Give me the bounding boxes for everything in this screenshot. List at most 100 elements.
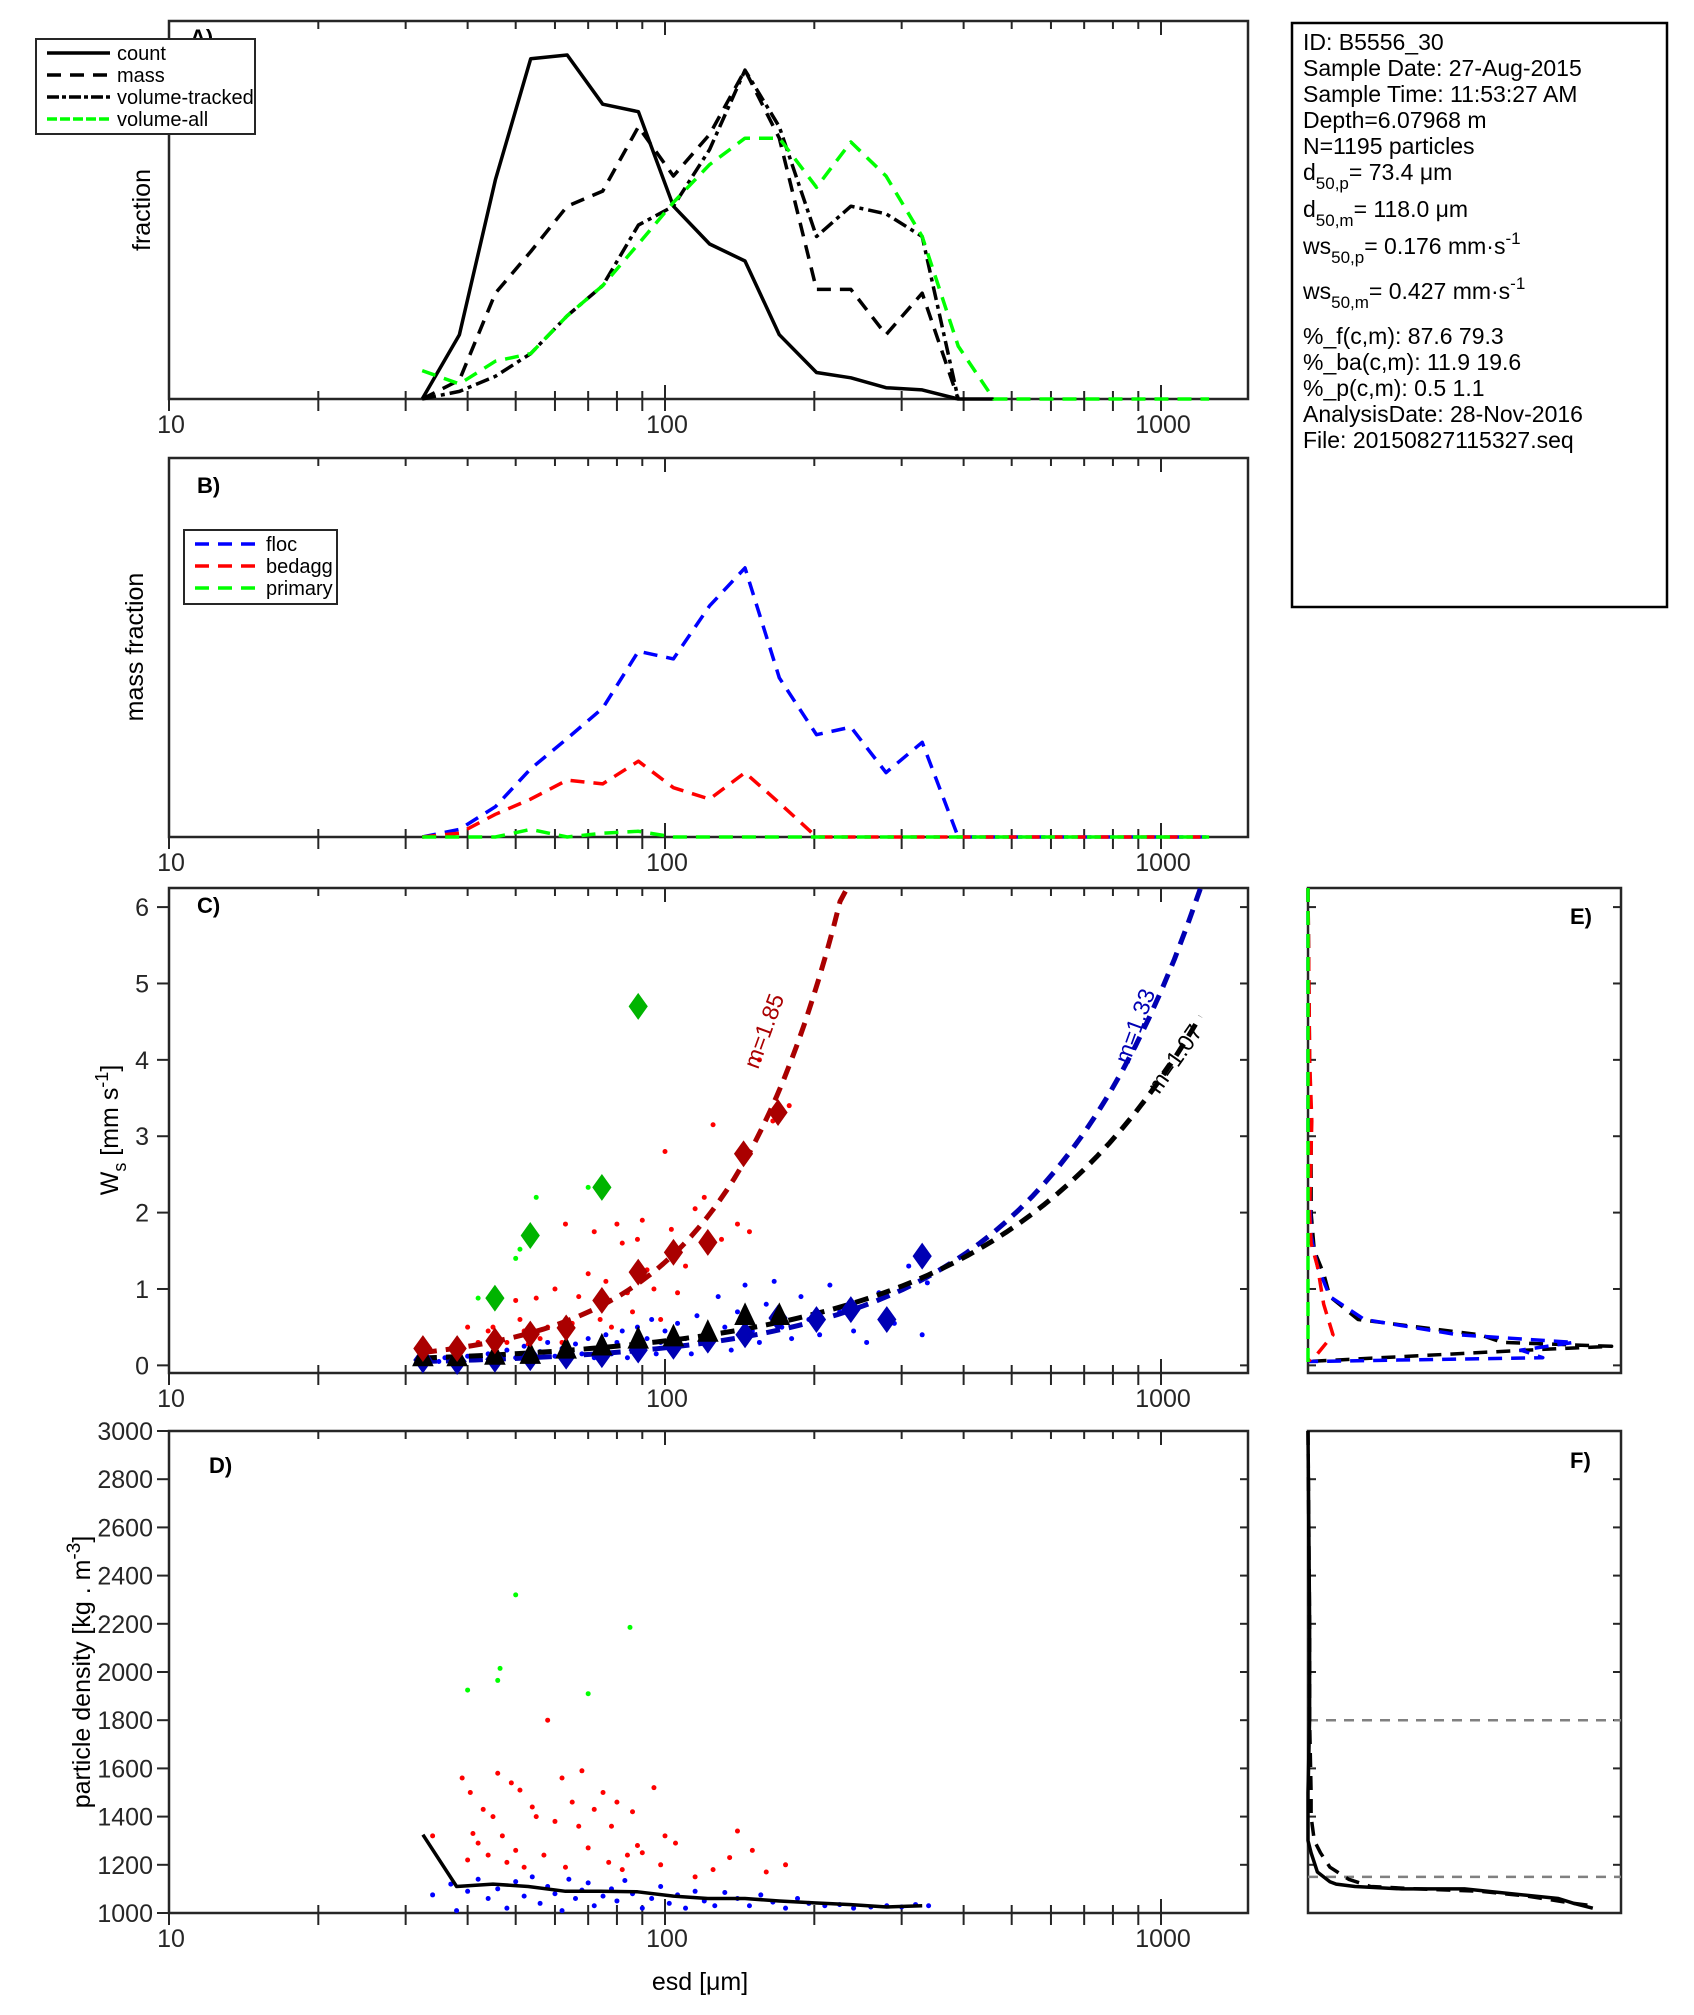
data-point-floc: [906, 1263, 912, 1269]
data-point-floc: [513, 1879, 519, 1885]
data-point-bedagg: [529, 1804, 535, 1810]
data-point-floc: [454, 1908, 460, 1914]
data-point-floc: [504, 1905, 510, 1911]
data-point-floc: [603, 1332, 609, 1338]
x-tick-label: 100: [646, 411, 688, 439]
data-point-floc: [572, 1896, 578, 1902]
data-point-bedagg: [619, 1240, 625, 1246]
series-line-all: [1306, 887, 1614, 1364]
data-point-floc: [742, 1282, 748, 1288]
y-tick-label: 1200: [97, 1852, 153, 1880]
panel-a: 10 100 1000fractionA)countmassvolume-track…: [35, 19, 1250, 439]
data-point-bedagg: [675, 1290, 681, 1296]
x-tick-label: 100: [646, 849, 688, 877]
data-point-floc: [485, 1896, 491, 1902]
mean-marker-all: [697, 1319, 719, 1342]
data-point-bedagg: [658, 1317, 664, 1323]
panel-label: F): [1570, 1448, 1591, 1473]
data-point-bedagg: [608, 1823, 614, 1829]
data-point-bedagg: [662, 1833, 668, 1839]
data-point-floc: [658, 1883, 664, 1889]
data-point-floc: [537, 1900, 543, 1906]
data-point-bedagg: [552, 1818, 558, 1824]
data-point-floc: [495, 1886, 501, 1892]
legend-label-count: count: [117, 43, 166, 65]
data-point-bedagg: [683, 1263, 689, 1269]
data-point-bedagg: [517, 1317, 523, 1323]
data-point-bedagg: [734, 1221, 740, 1227]
data-point-bedagg: [465, 1857, 471, 1863]
legend-label-floc: floc: [266, 534, 297, 556]
info-line: ws50,m= 0.427 mm·s-1: [1302, 274, 1525, 312]
data-point-bedagg: [562, 1221, 568, 1227]
data-point-bedagg: [470, 1830, 476, 1836]
data-point-bedagg: [537, 1336, 543, 1342]
y-tick-label: 4: [135, 1047, 149, 1075]
info-line: %_ba(c,m): 11.9 19.6: [1303, 349, 1521, 375]
x-tick-label: 10: [157, 849, 185, 877]
data-point-floc: [448, 1881, 454, 1887]
data-point-primary: [475, 1295, 481, 1301]
data-point-bedagg: [480, 1806, 486, 1812]
info-line: ID: B5556_30: [1303, 29, 1444, 55]
data-point-bedagg: [639, 1217, 645, 1223]
x-tick-label: 1000: [1135, 411, 1191, 439]
data-point-bedagg: [541, 1852, 547, 1858]
data-point-bedagg: [545, 1717, 551, 1723]
data-point-bedagg: [485, 1852, 491, 1858]
data-point-floc: [572, 1341, 578, 1347]
info-box-frame: [1290, 21, 1669, 609]
panel-label: E): [1570, 904, 1592, 929]
data-point-primary: [533, 1194, 539, 1200]
series-line-floc: [421, 566, 1210, 839]
data-point-floc: [566, 1876, 572, 1882]
legend-label-volume-tracked: volume-tracked: [117, 87, 254, 109]
data-point-bedagg: [562, 1864, 568, 1870]
data-point-floc: [728, 1347, 734, 1353]
data-point-bedagg: [630, 1809, 636, 1815]
info-line: d50,m= 118.0 μm: [1303, 196, 1468, 230]
series-line-mass: [421, 68, 960, 401]
data-point-bedagg: [465, 1324, 471, 1330]
data-point-bedagg: [499, 1833, 505, 1839]
data-point-floc: [591, 1903, 597, 1909]
data-point-floc: [722, 1890, 728, 1896]
data-point-floc: [653, 1351, 659, 1357]
data-point-floc: [746, 1903, 752, 1909]
data-point-bedagg: [701, 1194, 707, 1200]
y-tick-label: 2400: [97, 1563, 153, 1591]
data-point-bedagg: [504, 1859, 510, 1865]
panel-label: B): [197, 473, 220, 498]
data-point-bedagg: [533, 1295, 539, 1301]
y-tick-label: 2: [135, 1200, 149, 1228]
data-point-primary: [513, 1255, 519, 1261]
data-point-floc: [666, 1900, 672, 1906]
data-point-bedagg: [508, 1780, 514, 1786]
data-point-bedagg: [559, 1775, 565, 1781]
mean-marker-all: [627, 1325, 649, 1349]
data-point-floc: [639, 1905, 645, 1911]
info-line: Sample Date: 27-Aug-2015: [1303, 55, 1582, 81]
mean-marker-bedagg: [447, 1335, 467, 1363]
panel-a-frame: [167, 19, 1250, 401]
info-line: Depth=6.07968 m: [1303, 107, 1487, 133]
data-point-floc: [619, 1328, 625, 1334]
data-point-bedagg: [485, 1328, 491, 1334]
data-point-floc: [559, 1908, 565, 1914]
data-point-bedagg: [749, 1847, 755, 1853]
series-line-floc: [1306, 888, 1576, 1364]
data-point-bedagg: [579, 1768, 585, 1774]
data-point-floc: [919, 1332, 925, 1338]
data-point-bedagg: [606, 1859, 612, 1865]
data-point-floc: [827, 1282, 833, 1288]
legend-label-primary: primary: [266, 578, 333, 600]
data-point-bedagg: [692, 1874, 698, 1880]
data-point-floc: [585, 1880, 591, 1886]
data-point-bedagg: [591, 1229, 597, 1235]
data-point-floc: [614, 1898, 620, 1904]
data-point-floc: [683, 1905, 689, 1911]
data-point-floc: [436, 1359, 442, 1365]
data-point-floc: [475, 1876, 481, 1882]
y-tick-label: 1400: [97, 1804, 153, 1832]
